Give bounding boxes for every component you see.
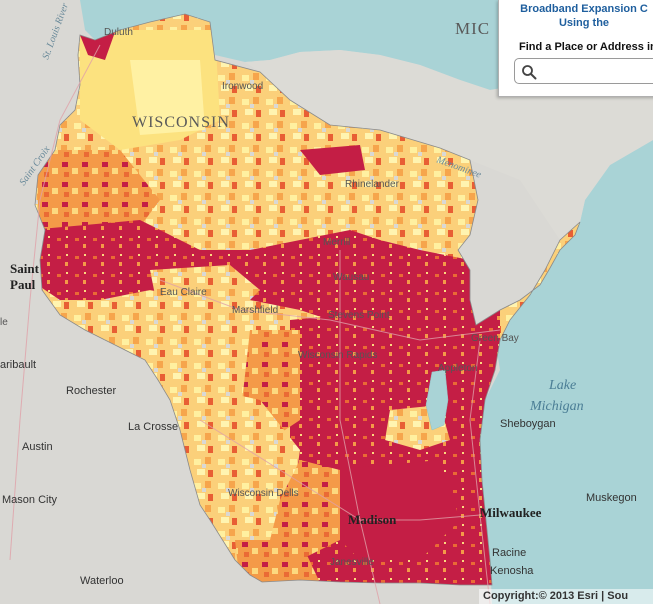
neighbor-state-label: MIC [455, 19, 490, 38]
city-merrill: Merrill [323, 237, 350, 248]
city-madison: Madison [348, 512, 397, 527]
city-edge-le: le [0, 317, 8, 328]
panel-title: Broadband Expansion C Using the [499, 2, 653, 30]
city-duluth: Duluth [104, 27, 133, 38]
city-sheboygan: Sheboygan [500, 418, 556, 430]
city-appleton: Appleton [438, 363, 477, 374]
panel-title-line2: Using the [558, 17, 610, 29]
find-place-label: Find a Place or Address in [519, 41, 653, 53]
attribution: Copyright:© 2013 Esri | Sou [479, 589, 653, 604]
lake-michigan [476, 140, 653, 604]
panel-title-line1: Broadband Expansion C [520, 3, 648, 15]
search-input[interactable] [543, 63, 653, 81]
city-saint: Saint [10, 261, 40, 276]
lake-label-1: Lake [548, 378, 576, 393]
city-mason-city: Mason City [2, 494, 58, 506]
city-paul: Paul [10, 277, 36, 292]
city-wisconsin-rapids: Wisconsin Rapids [298, 350, 377, 361]
city-rhinelander: Rhinelander [345, 179, 400, 190]
city-marshfield: Marshfield [232, 305, 278, 316]
city-racine: Racine [492, 547, 526, 559]
city-la-crosse: La Crosse [128, 421, 178, 433]
city-rochester: Rochester [66, 385, 116, 397]
city-green-bay: Green Bay [471, 333, 519, 344]
lake-winnebago [425, 369, 449, 431]
city-kenosha: Kenosha [490, 565, 534, 577]
city-waterloo: Waterloo [80, 575, 124, 587]
search-field[interactable] [514, 58, 653, 84]
roads [9, 44, 501, 604]
city-muskegon: Muskegon [586, 492, 637, 504]
city-faribault: aribault [0, 359, 36, 371]
search-icon[interactable] [521, 64, 537, 80]
city-ironwood: Ironwood [222, 81, 263, 92]
lake-label-2: Michigan [529, 399, 584, 414]
city-wausau: Wausau [333, 272, 369, 283]
city-janesville: Janesville [330, 557, 374, 568]
search-panel: Broadband Expansion C Using the Find a P… [498, 0, 653, 97]
city-eau-claire: Eau Claire [160, 287, 207, 298]
city-milwaukee: Milwaukee [480, 505, 542, 520]
city-stevens-point: Stevens Point [328, 310, 390, 321]
city-austin: Austin [22, 441, 53, 453]
state-label: WISCONSIN [132, 114, 230, 131]
wisconsin-outline [34, 13, 581, 586]
city-wisconsin-dells: Wisconsin Dells [228, 488, 299, 499]
